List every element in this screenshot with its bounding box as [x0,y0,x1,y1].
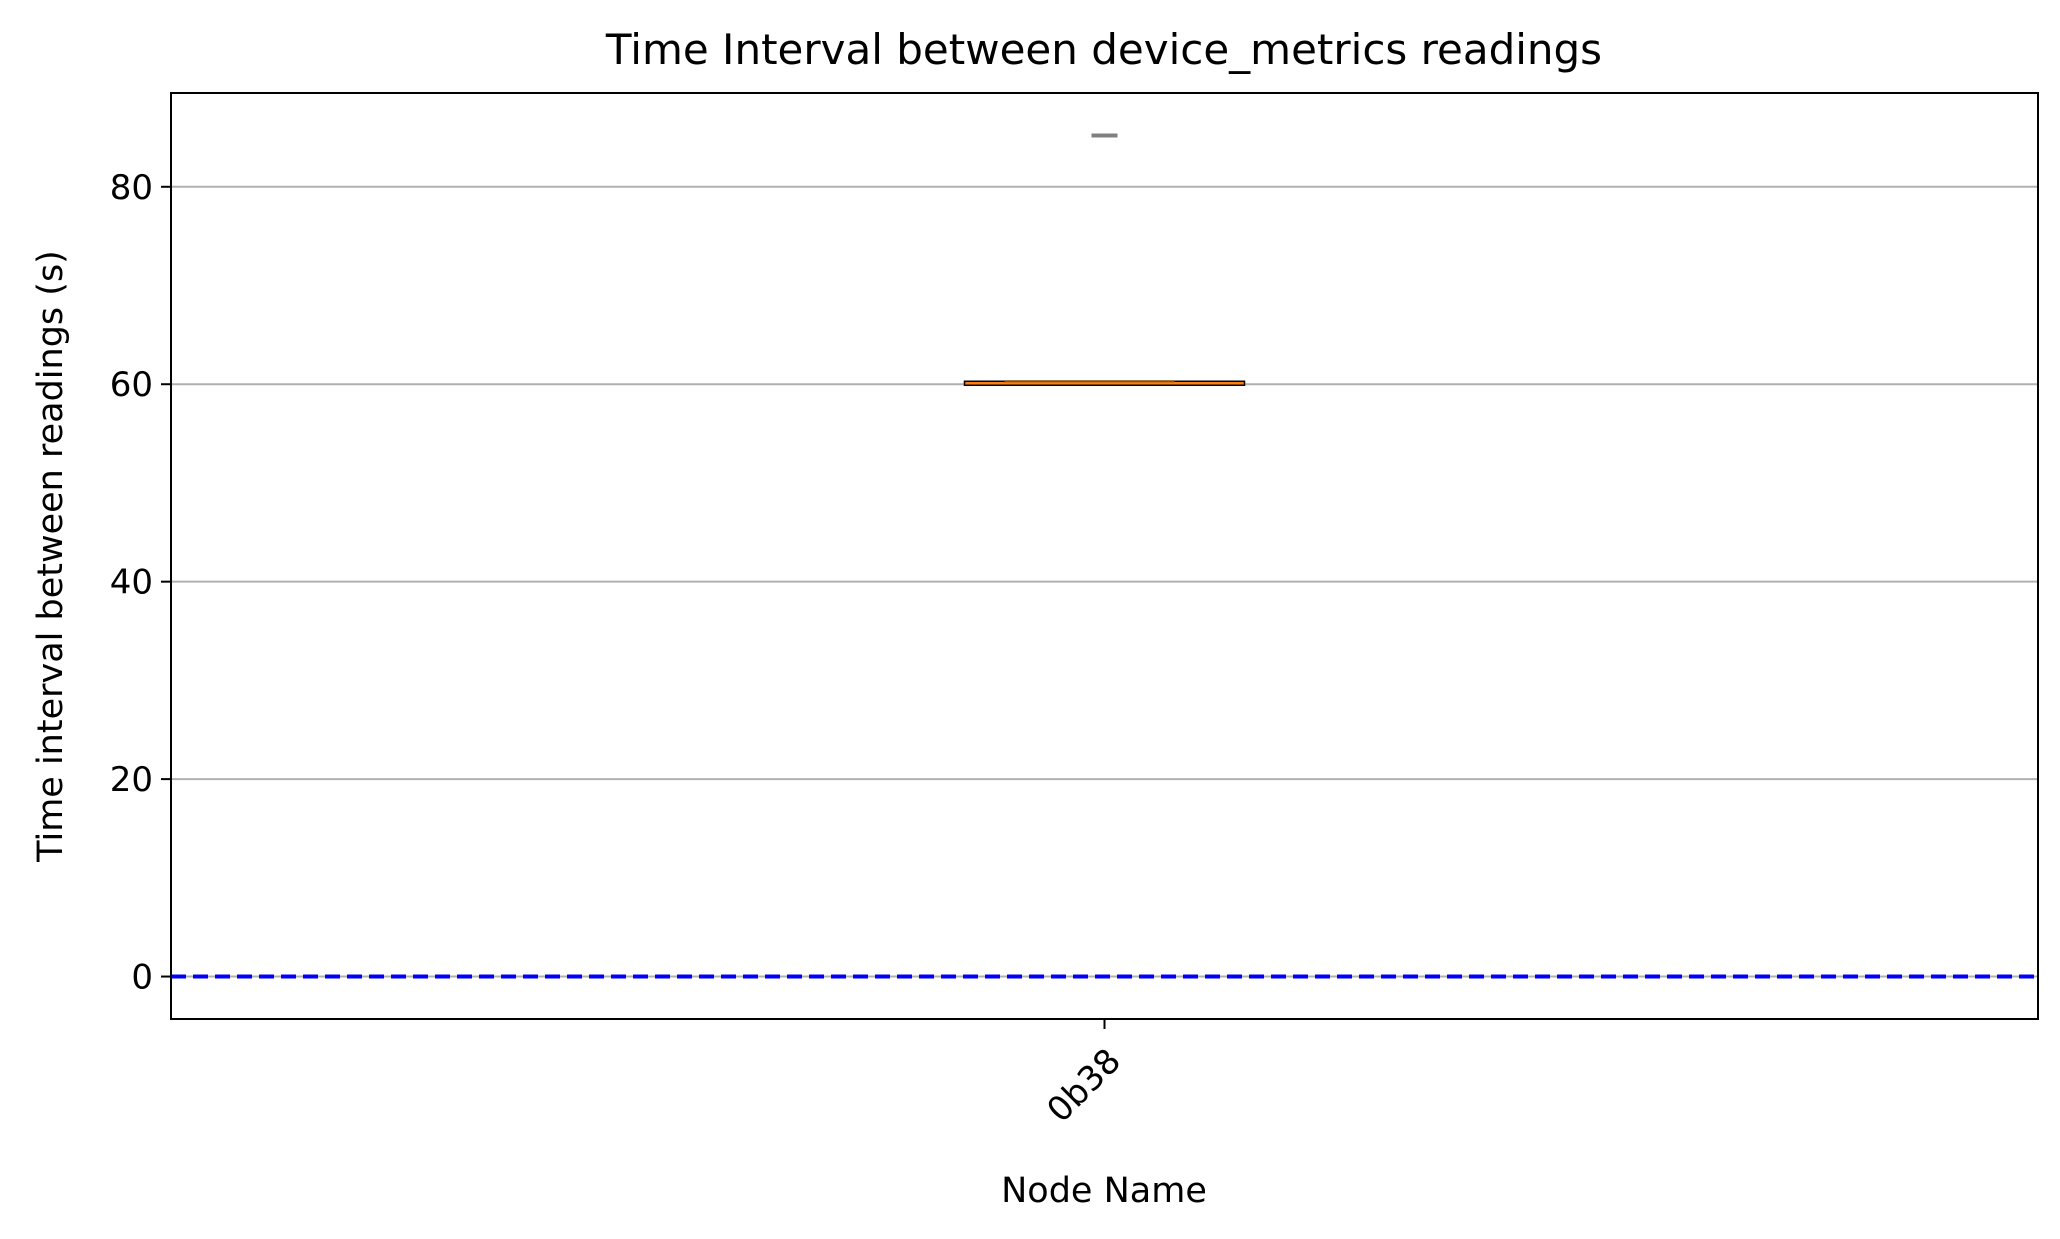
y-tick-label: 40 [110,563,153,603]
y-tick-label: 60 [110,365,153,405]
box-plot-group [963,133,1246,387]
y-tick-label: 80 [110,168,153,208]
y-tick-label: 20 [110,760,153,800]
x-axis-label: Node Name [1001,1171,1207,1211]
chart-title: Time Interval between device_metrics rea… [605,25,1602,74]
y-tick-label: 0 [131,958,153,998]
y-axis-ticks: 0 20 40 60 80 [110,168,171,998]
y-axis-label: Time interval between readings (s) [31,250,71,863]
